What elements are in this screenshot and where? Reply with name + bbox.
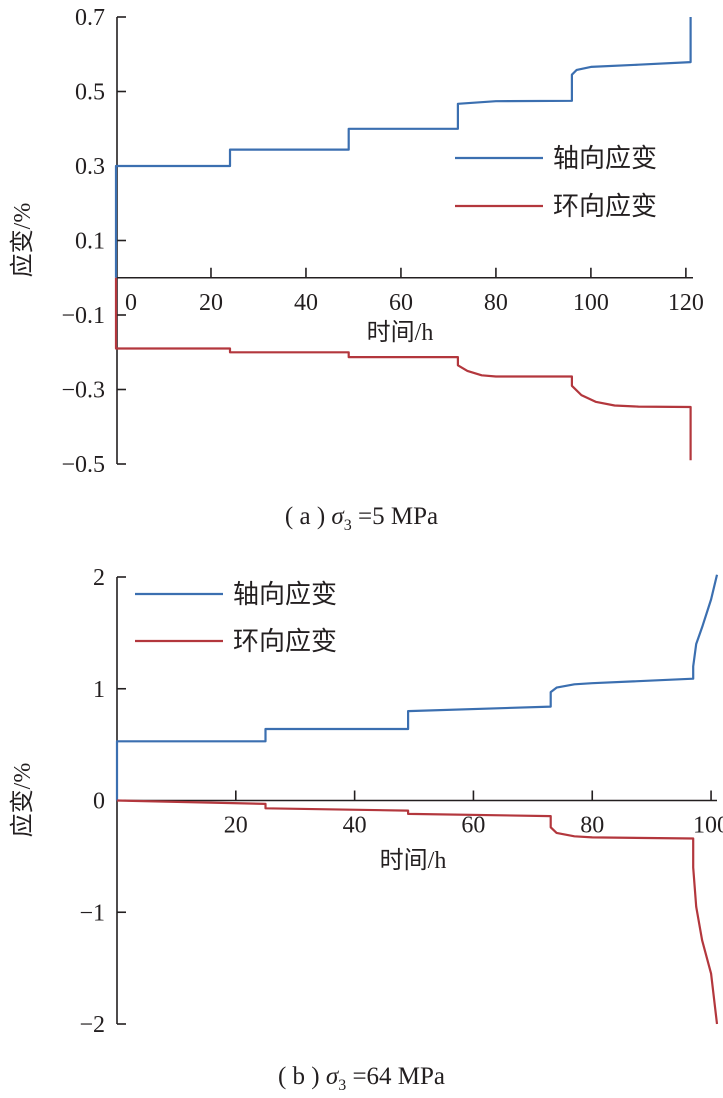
chart-a-y-tick-label: −0.3: [61, 378, 105, 404]
chart-b-y-axis-label: 应变/%: [9, 763, 36, 838]
chart-a-y-tick-label: 0.5: [75, 80, 105, 106]
caption-b-label: ( b ): [277, 1063, 326, 1090]
chart-b-series-axial-line: [115, 574, 719, 801]
chart-a-legend-label-axial: 轴向应变: [553, 144, 657, 174]
chart-a-x-tick-label: 20: [199, 290, 223, 316]
caption-b-sigma: σ: [325, 1063, 339, 1090]
chart-a-x-tick-label: 60: [389, 290, 413, 316]
chart-b-y-tick-label: 0: [93, 789, 105, 815]
caption-a-value: =5 MPa: [351, 503, 439, 530]
chart-a-series-hoop-line: [114, 277, 692, 461]
chart-b-series-hoop-line: [116, 799, 719, 1025]
caption-a-sigma: σ: [331, 503, 344, 530]
chart-a-y-tick-label: −0.5: [61, 452, 105, 478]
chart-b-legend-label-hoop: 环向应变: [233, 627, 337, 657]
chart-a-y-tick-label: 0.1: [75, 229, 105, 255]
chart-b-y-tick-label: −2: [79, 1012, 105, 1038]
caption-b-sub: 3: [338, 1077, 347, 1094]
caption-b-value: =64 MPa: [346, 1063, 446, 1090]
chart-a-x-tick-label: 40: [294, 290, 318, 316]
chart-a-y-tick-label: 0.3: [75, 154, 105, 180]
chart-b-y-tick-label: 1: [93, 677, 105, 703]
chart-b-y-tick-label: 2: [93, 565, 105, 591]
chart-a-x-tick-label: 120: [668, 290, 704, 316]
chart-a-x-tick-label: 80: [484, 290, 508, 316]
chart-b-x-tick-label: 100: [693, 813, 723, 839]
chart-a-y-axis-label: 应变/%: [9, 203, 36, 278]
caption-a-label: ( a ): [284, 503, 332, 530]
chart-b-legend-label-axial: 轴向应变: [233, 580, 337, 610]
chart-b-x-tick-label: 80: [580, 813, 604, 839]
chart-a-series-axial-line: [114, 17, 692, 278]
chart-b-x-tick-label: 60: [461, 813, 485, 839]
chart-a-x-tick-label: 0: [125, 290, 137, 316]
chart-a-y-tick-label: 0.7: [75, 5, 105, 31]
chart-b-y-tick-label: −1: [79, 900, 105, 926]
caption-a-sub: 3: [343, 517, 352, 534]
chart-a-y-tick-label: −0.1: [61, 303, 105, 329]
chart-a-legend-label-hoop: 环向应变: [553, 192, 657, 222]
chart-b-x-tick-label: 40: [343, 813, 367, 839]
chart-b-x-axis-label: 时间/h: [380, 847, 447, 874]
chart-a-x-tick-label: 100: [573, 290, 609, 316]
chart-a-x-axis-label: 时间/h: [367, 319, 434, 346]
caption-a: ( a ) σ3 =5 MPa: [0, 503, 723, 535]
caption-b: ( b ) σ3 =64 MPa: [0, 1063, 723, 1095]
chart-b-x-tick-label: 20: [224, 813, 248, 839]
